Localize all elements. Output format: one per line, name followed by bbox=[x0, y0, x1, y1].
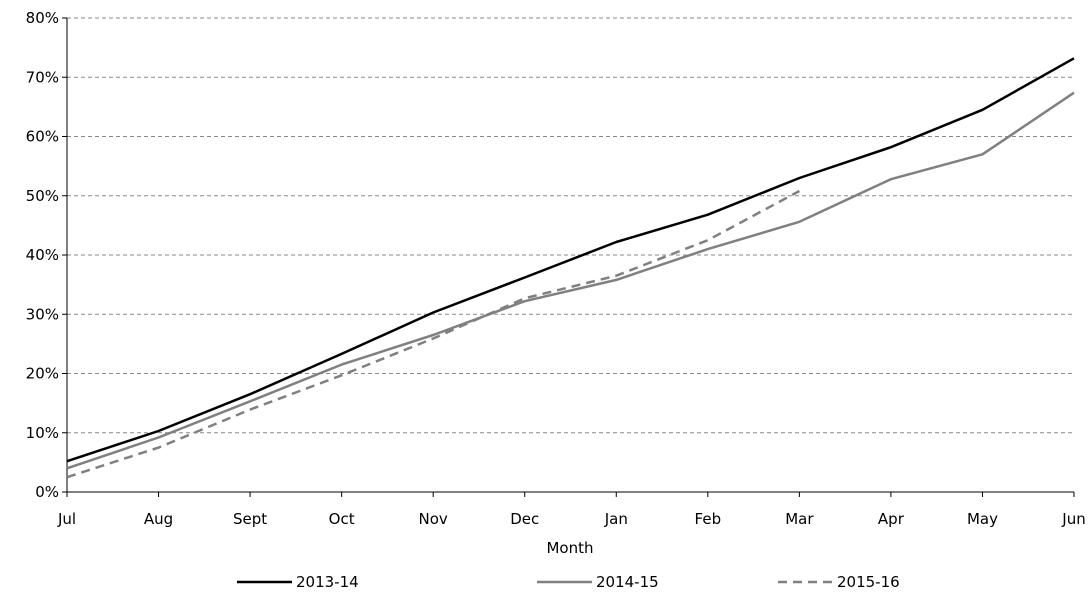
x-tick-label: May bbox=[967, 510, 998, 528]
y-tick-label: 20% bbox=[26, 365, 59, 383]
x-tick-label: Apr bbox=[878, 510, 905, 528]
y-tick-label: 40% bbox=[26, 246, 59, 264]
x-tick-label: Oct bbox=[329, 510, 355, 528]
legend-label: 2013-14 bbox=[296, 573, 359, 591]
legend: 2013-14 2014-15 2015-16 bbox=[237, 573, 900, 591]
y-tick-label: 50% bbox=[26, 187, 59, 205]
y-tick-label: 10% bbox=[26, 424, 59, 442]
x-tick-label: Feb bbox=[695, 510, 722, 528]
x-tick-label: Mar bbox=[785, 510, 814, 528]
legend-label: 2015-16 bbox=[837, 573, 900, 591]
y-tick-label: 80% bbox=[26, 9, 59, 27]
y-tick-label: 30% bbox=[26, 305, 59, 323]
y-tick-label: 60% bbox=[26, 128, 59, 146]
x-tick-label: Jan bbox=[604, 510, 628, 528]
series-line-2015-16 bbox=[66, 189, 800, 479]
x-axis-label: Month bbox=[546, 539, 593, 557]
y-tick-label: 0% bbox=[35, 483, 59, 501]
legend-label: 2014-15 bbox=[596, 573, 659, 591]
y-tick-label: 70% bbox=[26, 68, 59, 86]
x-tick-label: Jul bbox=[57, 510, 76, 528]
x-tick-label: Nov bbox=[419, 510, 448, 528]
series-line-2013-14 bbox=[66, 57, 1075, 463]
x-tick-label: Jun bbox=[1061, 510, 1085, 528]
x-tick-label: Sept bbox=[233, 510, 267, 528]
series-line-2014-15 bbox=[66, 91, 1075, 470]
y-axis-ticks: 0% 10% 20% 30% 40% 50% 60% 70% 80% bbox=[26, 9, 67, 501]
x-axis-ticks: Jul Aug Sept Oct Nov Dec Jan Feb Mar Apr May Jun bbox=[57, 492, 1086, 528]
x-tick-label: Aug bbox=[144, 510, 173, 528]
x-tick-label: Dec bbox=[510, 510, 539, 528]
gridlines bbox=[67, 17, 1074, 434]
series-lines bbox=[66, 57, 1075, 479]
